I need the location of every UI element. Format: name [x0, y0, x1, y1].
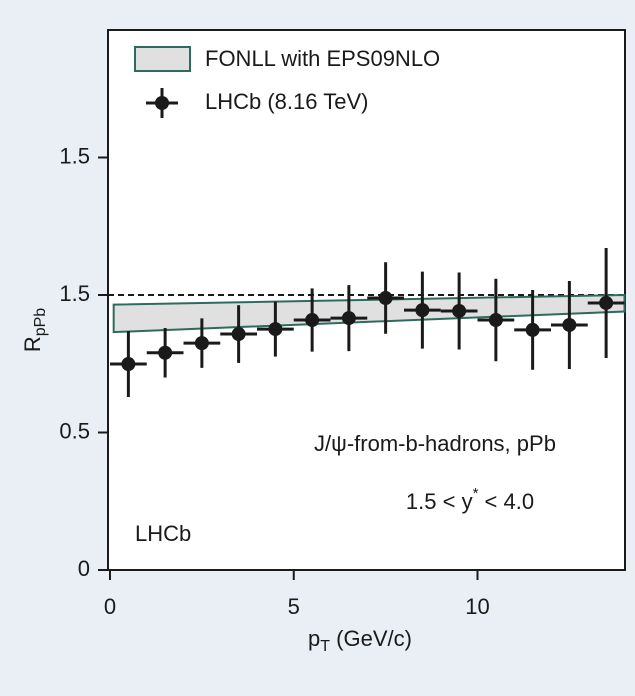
- y-tick-label: 0: [78, 556, 90, 581]
- annotation-part: 1.5 < y: [406, 489, 473, 514]
- data-point: [305, 313, 320, 328]
- annotation: 1.5 < y* < 4.0: [406, 485, 534, 514]
- data-point: [231, 327, 246, 342]
- x-tick-label: 0: [104, 594, 116, 619]
- data-point: [452, 303, 467, 318]
- legend-swatch: [134, 46, 191, 72]
- data-point: [341, 311, 356, 326]
- annotation: J/ψ-from-b-hadrons, pPb: [314, 431, 556, 456]
- data-point: [415, 303, 430, 318]
- y-label-main: R: [20, 336, 45, 352]
- data-point: [562, 317, 577, 332]
- x-label-rest: (GeV/c): [330, 626, 412, 651]
- data-point: [194, 336, 209, 351]
- y-tick-label: 1.5: [59, 143, 90, 168]
- annotation-sup: *: [473, 485, 479, 502]
- x-tick-label: 10: [465, 594, 489, 619]
- annotation: LHCb: [135, 521, 191, 546]
- y-label-sub: pPb: [32, 308, 49, 337]
- x-axis-label: pT (GeV/c): [308, 626, 412, 655]
- y-axis-label: RpPb: [20, 308, 49, 352]
- data-point: [488, 313, 503, 328]
- x-label-sub: T: [320, 638, 330, 655]
- x-tick-label: 5: [288, 594, 300, 619]
- y-tick-label: 0.5: [59, 418, 90, 443]
- data-point: [599, 295, 614, 310]
- data-point: [525, 322, 540, 337]
- x-label-main: p: [308, 626, 320, 651]
- data-point: [378, 291, 393, 306]
- data-point: [121, 357, 136, 372]
- data-point: [268, 322, 283, 337]
- data-point: [158, 345, 173, 360]
- legend-label: LHCb (8.16 TeV): [205, 89, 368, 114]
- legend-label: FONLL with EPS09NLO: [205, 46, 440, 71]
- annotation-part: < 4.0: [478, 489, 534, 514]
- legend-marker: [155, 96, 169, 110]
- y-tick-label: 1.5: [59, 281, 90, 306]
